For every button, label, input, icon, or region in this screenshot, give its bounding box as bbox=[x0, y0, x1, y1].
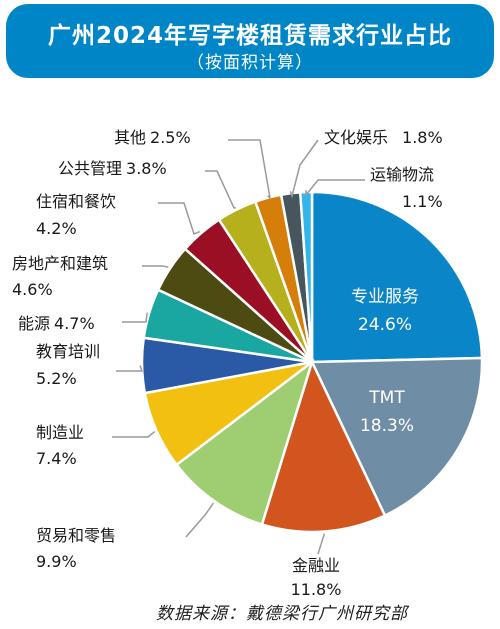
slice-name-label: 教育培训 bbox=[36, 342, 100, 361]
slice-value-label: 24.6% bbox=[358, 315, 412, 335]
slice-value-label: 4.7% bbox=[54, 314, 95, 333]
pie-slice bbox=[310, 356, 484, 518]
pie-slice bbox=[310, 190, 484, 364]
leader-line bbox=[228, 139, 272, 201]
slice-value-label: 3.8% bbox=[126, 159, 167, 178]
leader-line bbox=[289, 139, 319, 199]
leader-line bbox=[142, 265, 169, 269]
leader-line bbox=[116, 365, 144, 372]
data-source-note: 数据来源：戴德梁行广州研究部 bbox=[156, 604, 408, 624]
slice-label: 公共管理 3.8% bbox=[58, 159, 167, 178]
slice-name-label: 金融业 bbox=[292, 556, 340, 575]
leader-line bbox=[122, 312, 148, 323]
slice-name-label: 住宿和餐饮 bbox=[36, 192, 116, 211]
leader-line bbox=[158, 202, 201, 236]
slice-label: 文化娱乐 1.8% bbox=[324, 128, 443, 147]
slice-label: 其他 2.5% bbox=[114, 128, 191, 147]
slice-label: 能源 4.7% bbox=[18, 314, 95, 333]
slice-name-label: 专业服务 bbox=[351, 287, 419, 307]
slice-value-label: 1.8% bbox=[402, 128, 443, 147]
slice-name-label: 其他 bbox=[114, 128, 146, 147]
slice-value-label: 2.5% bbox=[150, 128, 191, 147]
leader-line bbox=[185, 502, 215, 538]
slice-value-label: 9.9% bbox=[36, 552, 77, 571]
slice-value-label: 11.8% bbox=[291, 580, 342, 599]
chart-subtitle: （按面积计算） bbox=[187, 53, 313, 73]
pie-slice bbox=[260, 358, 387, 534]
leader-line bbox=[317, 533, 326, 555]
slice-name-label: 贸易和零售 bbox=[36, 526, 116, 545]
slice-name-label: 运输物流 bbox=[370, 165, 434, 184]
slice-value-label: 4.6% bbox=[12, 280, 53, 299]
slice-value-label: 5.2% bbox=[36, 369, 77, 388]
slice-value-label: 1.1% bbox=[402, 192, 443, 211]
pie-slice bbox=[174, 358, 315, 527]
slice-name-label: TMT bbox=[368, 388, 405, 408]
slice-name-label: 公共管理 bbox=[58, 159, 122, 178]
leader-line bbox=[112, 431, 156, 438]
slice-name-label: 能源 bbox=[18, 314, 50, 333]
slice-value-label: 18.3% bbox=[360, 416, 414, 436]
leader-line bbox=[205, 170, 236, 209]
chart-title: 广州2024年写字楼租赁需求行业占比 bbox=[47, 23, 452, 49]
title-banner: 广州2024年写字楼租赁需求行业占比 （按面积计算） bbox=[6, 4, 494, 78]
slice-name-label: 房地产和建筑 bbox=[12, 254, 108, 273]
slice-name-label: 制造业 bbox=[36, 423, 84, 442]
slice-value-label: 4.2% bbox=[36, 219, 77, 238]
slice-value-label: 7.4% bbox=[36, 449, 77, 468]
slice-name-label: 文化娱乐 bbox=[324, 128, 388, 147]
leader-line bbox=[305, 179, 365, 198]
